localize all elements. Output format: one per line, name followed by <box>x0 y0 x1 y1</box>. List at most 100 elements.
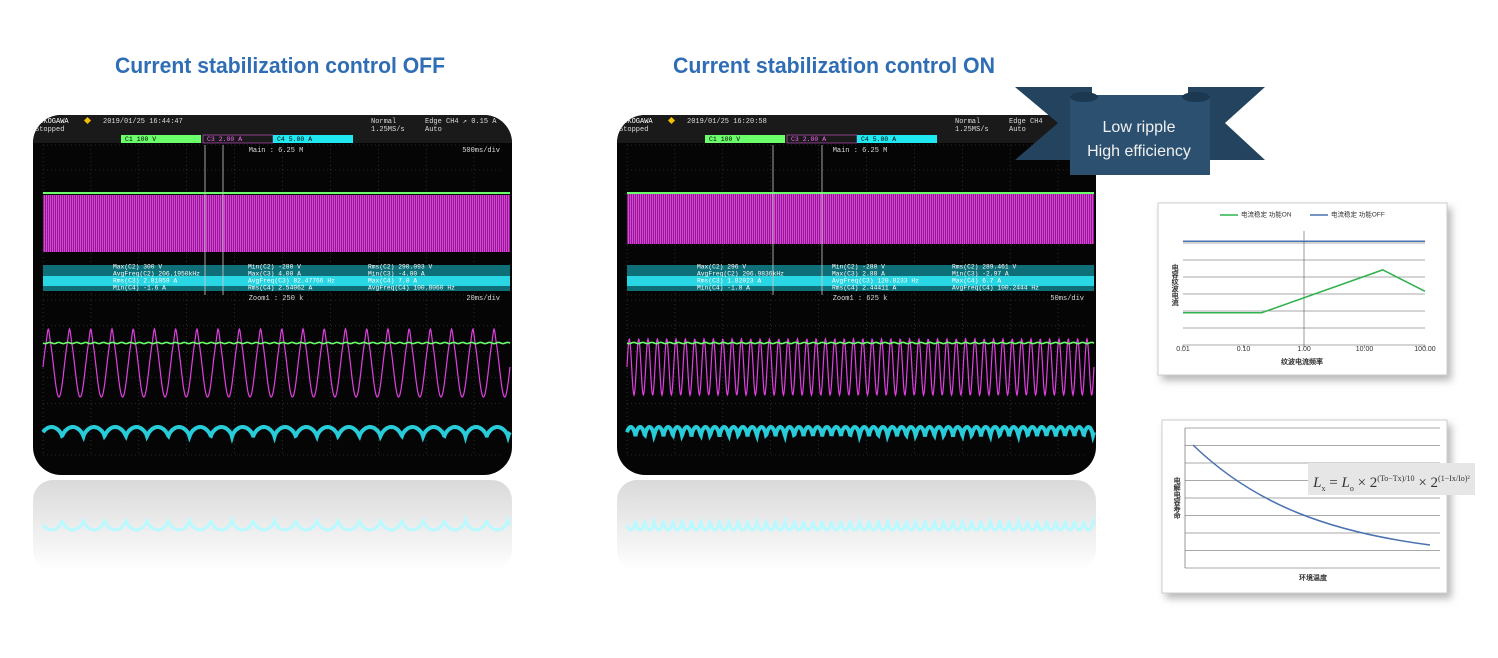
screen <box>617 115 1096 475</box>
reflection-bg <box>617 480 1096 570</box>
ribbon-text: High efficiency <box>1087 143 1191 160</box>
scope-text: Rms(C3) 1.82023 A <box>697 278 761 285</box>
scope-text: YOKOGAWA <box>35 118 69 126</box>
title-off: Current stabilization control OFF <box>115 53 445 78</box>
scope-text: YOKOGAWA <box>619 118 653 126</box>
scope-text: AvgFreq(C2) 206.1950kHz <box>113 271 200 278</box>
channel-box <box>121 135 201 143</box>
trace-c4 <box>627 276 1094 286</box>
legend-label: 电流稳定 功能OFF <box>1331 210 1385 219</box>
formula-part: (To−Tx)/10 <box>1377 474 1415 483</box>
scope-text: Rms(C2) 290.093 V <box>368 264 432 271</box>
scope-text: Main : 6.25 M <box>249 147 304 155</box>
scope-text: AvgFreq(C3) 120.8233 Hz <box>832 278 919 285</box>
reflection <box>33 480 512 570</box>
formula-part: L <box>1341 475 1350 491</box>
formula-part: (1−Ix/Io)² <box>1438 474 1470 483</box>
ripple-chart: 0.01 0.10 1.00 10.00 100.00 电流稳定 功能ON 电流稳定 功能O… <box>1171 210 1436 366</box>
scope-text: C4 5.00 A <box>861 136 896 143</box>
scope-text: Zoom1 : 625 k <box>833 295 888 303</box>
zoom-trace-c4 <box>625 424 1096 444</box>
ribbon-text: Low ripple <box>1103 119 1176 136</box>
scope-text: Max(C2) 296 V <box>697 264 746 271</box>
zoom-trace-v <box>626 341 1095 345</box>
y-axis-label: 电容纹波电流 <box>1171 263 1180 307</box>
reflection-wave <box>41 514 512 532</box>
scope-text: 20ms/div <box>466 295 500 303</box>
formula-part: × 2 <box>1414 475 1439 491</box>
x-tick-label: 10.00 <box>1356 346 1374 353</box>
scope-text: Normal <box>955 118 980 126</box>
chart-frame <box>1157 202 1448 376</box>
formula-part: x <box>1321 484 1326 493</box>
scope-text: Min(C3) -2.97 A <box>952 271 1009 278</box>
scope-text: Auto <box>425 126 442 134</box>
scope-text: C3 2.00 A <box>207 136 242 143</box>
scope-text: Rms(C3) 2.81059 A <box>113 278 177 285</box>
scope-text: Main : 6.25 M <box>833 147 888 155</box>
scope-text: C4 5.00 A <box>277 136 312 143</box>
series-line <box>1183 269 1426 314</box>
scope-text: Min(C2) -280 V <box>832 264 885 271</box>
scope-text: Max(C2) 300 V <box>113 264 162 271</box>
oscilloscope: YOKOGAWA 2019/01/25 16:20:58 Normal Edge CH… <box>617 115 1096 475</box>
scope-text: AvgFreq(C4) 100.8060 Hz <box>368 285 455 292</box>
x-axis-label: 纹波电流频率 <box>1281 357 1323 366</box>
scope-text: Min(C3) -4.00 A <box>368 271 425 278</box>
scope-text: 50ms/div <box>1050 295 1084 303</box>
legend-label: 电流稳定 功能ON <box>1241 210 1292 219</box>
reflection-wave <box>625 515 1096 532</box>
scope-text: Rms(C4) 2.54062 A <box>248 285 312 292</box>
scope-text: Zoom1 : 250 k <box>249 295 304 303</box>
scope-text: 2019/01/25 16:20:58 <box>687 118 767 126</box>
scope-text: 1.25MS/s <box>955 126 989 134</box>
scope-text: Max(C3) 2.88 A <box>832 271 885 278</box>
scope-text: C1 100 V <box>709 136 740 143</box>
scope-text: Rms(C4) 2.44411 A <box>832 285 896 292</box>
scope-text: Min(C4) -1.8 A <box>697 285 750 292</box>
reflection <box>617 480 1096 570</box>
zoom-trace-c4 <box>41 425 512 444</box>
formula-part: L <box>1313 475 1322 491</box>
trace-c4 <box>43 276 510 286</box>
scope-text: AvgFreq(C4) 100.2444 Hz <box>952 285 1039 292</box>
x-tick-label: 100.00 <box>1414 346 1436 353</box>
formula: Lx = Lo × 2(To−Tx)/10 × 2(1−Ix/Io)² <box>1308 463 1475 495</box>
scopes: YOKOGAWA 2019/01/25 16:44:47 Normal Edge CH… <box>33 115 1096 570</box>
x-axis-label: 环境温度 <box>1299 573 1328 582</box>
scope-text: AvgFreq(C2) 206.9836kHz <box>697 271 784 278</box>
y-axis-label: 电解电容寿命 <box>1173 476 1182 520</box>
x-tick-label: 0.10 <box>1237 346 1251 353</box>
scope-text: 500ms/div <box>462 147 500 155</box>
scope-text: Max(C3) 4.00 A <box>248 271 301 278</box>
scope-text: Auto <box>1009 126 1026 134</box>
formula-part: = <box>1325 475 1342 491</box>
screen <box>33 115 512 475</box>
oscilloscope: YOKOGAWA 2019/01/25 16:44:47 Normal Edge CH… <box>33 115 512 475</box>
scope-text: 1.25MS/s <box>371 126 405 134</box>
scope-text: Max(C4) 6.7 A <box>952 278 1001 285</box>
scope-text: AvgFreq(C3) 82.47766 Hz <box>248 278 335 285</box>
x-tick-label: 1.00 <box>1297 346 1311 353</box>
channel-box <box>273 135 353 143</box>
scope-text: Stopped <box>619 126 648 134</box>
trace-i <box>43 195 510 252</box>
scope-text: Stopped <box>35 126 64 134</box>
scope-text: 2019/01/25 16:44:47 <box>103 118 183 126</box>
scope-text: C3 2.00 A <box>791 136 826 143</box>
scope-text: Min(C2) -280 V <box>248 264 301 271</box>
scope-text: Max(C4) 7.0 A <box>368 278 417 285</box>
life-curve <box>1192 444 1431 546</box>
channel-box <box>857 135 937 143</box>
brand-mark <box>667 116 676 125</box>
life-chart: 环境温度 电解电容寿命 <box>1173 427 1440 582</box>
formula-part: × 2 <box>1353 475 1378 491</box>
x-tick-label: 0.01 <box>1176 346 1190 353</box>
scope-text: Normal <box>371 118 396 126</box>
chart-frame <box>1161 419 1448 594</box>
zoom-trace-i <box>42 327 511 398</box>
zoom-trace-v <box>42 341 511 345</box>
ribbon: Low ripple High efficiency <box>1015 87 1265 175</box>
